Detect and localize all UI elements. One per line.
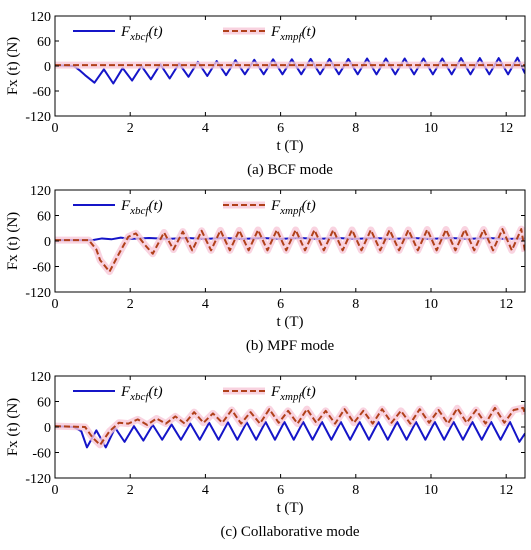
x-tick-label: 6	[277, 483, 284, 498]
series-xbcf-line	[55, 420, 525, 449]
x-tick-label: 6	[277, 297, 284, 312]
y-tick-label: -120	[25, 472, 51, 487]
y-tick-label: 120	[30, 10, 51, 25]
x-axis-title: t (T)	[276, 314, 303, 330]
x-tick-label: 12	[499, 297, 513, 312]
y-tick-label: -60	[32, 261, 51, 276]
legend-label-xbcf: Fxbcf(t)	[120, 24, 163, 43]
series-xbcf-line	[55, 56, 525, 85]
x-tick-label: 10	[424, 483, 438, 498]
legend-label-xbcf: Fxbcf(t)	[120, 384, 163, 403]
y-tick-label: 0	[44, 60, 51, 75]
x-tick-label: 2	[127, 483, 134, 498]
y-tick-label: -60	[32, 85, 51, 100]
y-tick-label: -120	[25, 286, 51, 301]
y-tick-label: 120	[30, 370, 51, 385]
y-tick-label: -120	[25, 110, 51, 125]
x-tick-label: 2	[127, 297, 134, 312]
x-tick-label: 4	[202, 121, 209, 136]
x-tick-label: 6	[277, 121, 284, 136]
legend-label-xmpf: Fxmpf(t)	[270, 384, 316, 403]
x-tick-label: 0	[52, 483, 59, 498]
y-axis-title: Fx (t) (N)	[5, 398, 21, 456]
x-tick-label: 0	[52, 121, 59, 136]
y-tick-label: 120	[30, 184, 51, 199]
x-axis-title: t (T)	[276, 138, 303, 154]
y-tick-label: 60	[37, 35, 51, 50]
x-tick-label: 8	[352, 121, 359, 136]
x-tick-label: 8	[352, 297, 359, 312]
y-tick-label: 60	[37, 396, 51, 411]
x-tick-label: 2	[127, 121, 134, 136]
x-tick-label: 8	[352, 483, 359, 498]
x-tick-label: 10	[424, 297, 438, 312]
x-axis-title: t (T)	[276, 500, 303, 516]
legend-label-xmpf: Fxmpf(t)	[270, 198, 316, 217]
y-tick-label: 0	[44, 235, 51, 250]
y-axis-title: Fx (t) (N)	[5, 37, 21, 95]
x-tick-label: 10	[424, 121, 438, 136]
panel-caption: (a) BCF mode	[247, 162, 333, 178]
legend-label-xbcf: Fxbcf(t)	[120, 198, 163, 217]
panel-caption: (c) Collaborative mode	[220, 524, 359, 540]
series-xmpf-line	[55, 228, 525, 273]
series-xmpf-line	[55, 406, 525, 446]
x-tick-label: 12	[499, 121, 513, 136]
x-tick-label: 4	[202, 483, 209, 498]
x-tick-label: 4	[202, 297, 209, 312]
y-axis-title: Fx (t) (N)	[5, 212, 21, 270]
legend-label-xmpf: Fxmpf(t)	[270, 24, 316, 43]
panel-caption: (b) MPF mode	[246, 338, 335, 354]
y-tick-label: -60	[32, 447, 51, 462]
x-tick-label: 12	[499, 483, 513, 498]
y-tick-label: 60	[37, 210, 51, 225]
y-tick-label: 0	[44, 421, 51, 436]
x-tick-label: 0	[52, 297, 59, 312]
